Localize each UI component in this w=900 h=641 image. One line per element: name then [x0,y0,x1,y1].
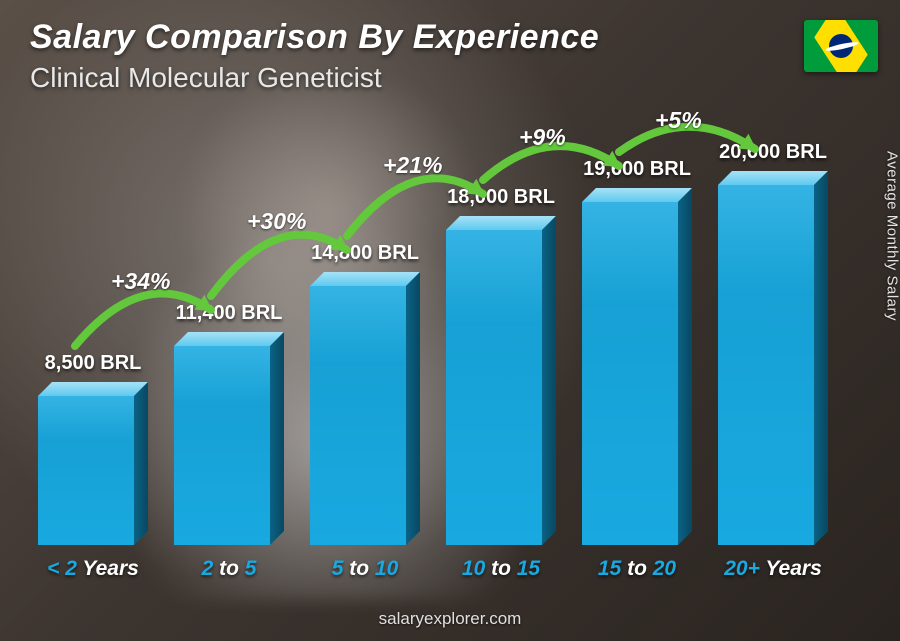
x-axis-label: 10 to 15 [431,557,571,581]
bar [446,216,556,545]
increase-label: +21% [383,152,442,179]
x-axis-label: < 2 Years [23,557,163,581]
bar [310,272,420,545]
increase-label: +34% [111,268,170,295]
bar [582,188,692,545]
footer-credit: salaryexplorer.com [0,609,900,629]
x-axis-label: 2 to 5 [159,557,299,581]
x-axis-label: 5 to 10 [295,557,435,581]
increase-arc: +5% [607,95,771,166]
x-axis-label: 15 to 20 [567,557,707,581]
bar [174,332,284,545]
increase-label: +5% [655,107,702,134]
page-title: Salary Comparison By Experience [30,18,599,57]
page-subtitle: Clinical Molecular Geneticist [30,62,382,94]
increase-label: +30% [247,208,306,235]
salary-bar-chart: 8,500 BRL< 2 Years11,400 BRL2 to 514,800… [30,120,850,581]
infographic-stage: Salary Comparison By Experience Clinical… [0,0,900,641]
brazil-flag-icon [804,20,878,72]
bar [718,171,828,545]
x-axis-label: 20+ Years [703,557,843,581]
bar [38,382,148,545]
increase-label: +9% [519,124,566,151]
y-axis-label: Average Monthly Salary [884,151,900,321]
